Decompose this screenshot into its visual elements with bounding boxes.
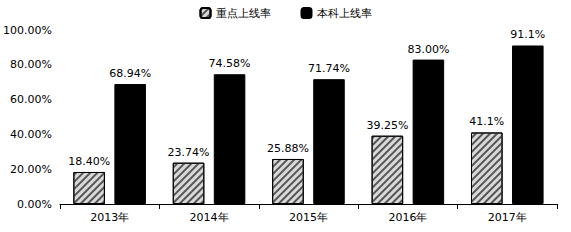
svg-text:68.94%: 68.94% <box>109 67 151 80</box>
svg-text:80.00%: 80.00% <box>10 58 52 71</box>
svg-text:重点上线率: 重点上线率 <box>216 7 271 20</box>
svg-text:60.00%: 60.00% <box>10 93 52 106</box>
svg-text:71.74%: 71.74% <box>308 62 350 75</box>
svg-text:25.88%: 25.88% <box>267 142 309 155</box>
svg-text:91.1%: 91.1% <box>510 28 545 41</box>
svg-text:20.00%: 20.00% <box>10 163 52 176</box>
svg-text:40.00%: 40.00% <box>10 128 52 141</box>
svg-text:2015年: 2015年 <box>289 211 328 224</box>
svg-text:18.40%: 18.40% <box>68 155 110 168</box>
svg-text:本科上线率: 本科上线率 <box>317 7 372 20</box>
svg-text:100.00%: 100.00% <box>3 24 52 37</box>
svg-text:74.58%: 74.58% <box>209 57 251 70</box>
svg-text:23.74%: 23.74% <box>168 146 210 159</box>
svg-text:39.25%: 39.25% <box>366 119 408 132</box>
svg-text:0.00%: 0.00% <box>17 198 52 211</box>
svg-text:2016年: 2016年 <box>388 211 427 224</box>
svg-text:2013年: 2013年 <box>90 211 129 224</box>
svg-text:41.1%: 41.1% <box>469 115 504 128</box>
svg-text:2017年: 2017年 <box>488 211 527 224</box>
svg-text:2014年: 2014年 <box>190 211 229 224</box>
svg-text:83.00%: 83.00% <box>407 43 449 56</box>
